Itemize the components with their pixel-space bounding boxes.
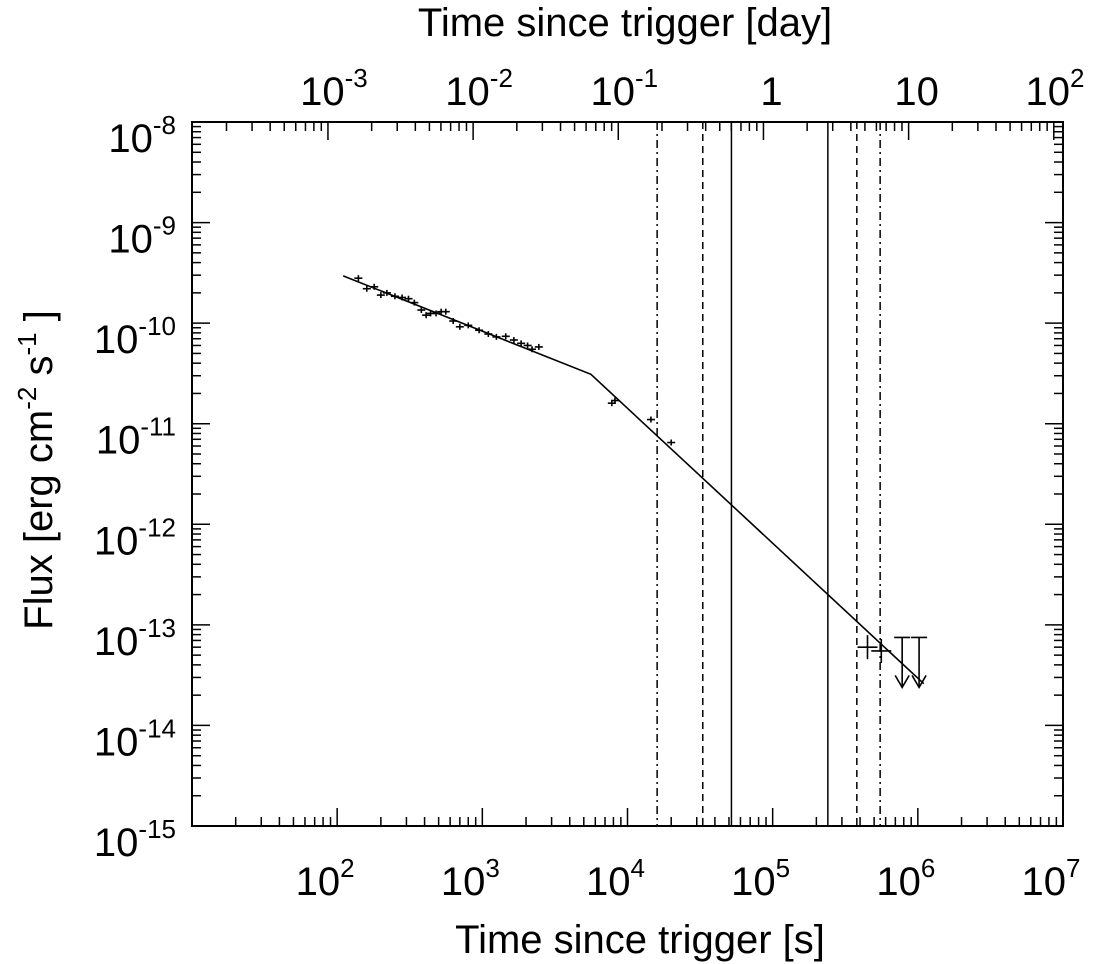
- y-tick-label: 10-8: [108, 110, 176, 161]
- x2-tick-label: 1: [760, 70, 782, 114]
- x-tick-label: 106: [876, 853, 935, 904]
- y-axis-title: Flux [erg cm-2 s-1 ]: [12, 310, 61, 630]
- x2-tick-label: 10: [894, 70, 939, 114]
- y-tick-label: 10-10: [94, 311, 176, 362]
- data-point: [432, 310, 441, 317]
- data-point: [417, 307, 426, 314]
- y-tick-label: 10-12: [94, 512, 176, 563]
- data-point: [354, 275, 363, 282]
- data-point: [362, 285, 371, 292]
- data-point: [534, 343, 543, 350]
- plot-frame: [191, 121, 1064, 827]
- y-tick-label: 10-11: [96, 412, 176, 463]
- y-tick-label: 10-14: [94, 713, 176, 764]
- data-point: [475, 327, 484, 334]
- x-axis-title: Time since trigger [s]: [455, 918, 825, 962]
- limit-arrowhead: [894, 675, 910, 690]
- data-point: [410, 299, 419, 306]
- data-point: [610, 397, 619, 404]
- data-points: [354, 275, 928, 690]
- upper-limit: [894, 636, 911, 690]
- data-point: [646, 416, 655, 423]
- x2-tick-labels: 10-3 10-2 10-1 1 10 102: [300, 63, 1084, 114]
- limit-arrowhead: [911, 675, 927, 690]
- x-tick-label: 107: [1022, 853, 1081, 904]
- data-point: [871, 638, 892, 663]
- axis-ticks: [191, 122, 1064, 827]
- data-point: [390, 293, 399, 300]
- model-curve: [342, 275, 925, 685]
- x2-axis-title: Time since trigger [day]: [418, 1, 832, 45]
- x-tick-label: 103: [441, 853, 500, 904]
- data-point: [492, 333, 501, 340]
- data-point: [455, 323, 464, 330]
- data-point: [509, 336, 518, 343]
- data-point: [422, 312, 431, 319]
- y-tick-labels: 10-8 10-9 10-10 10-11 10-12 10-13 10-14 10-15: [94, 110, 176, 865]
- data-point: [484, 330, 493, 337]
- upper-limit: [911, 636, 928, 690]
- x-tick-label: 104: [586, 853, 645, 904]
- y-tick-label: 10-9: [108, 211, 176, 262]
- data-point: [441, 308, 450, 315]
- x-tick-label: 105: [731, 853, 790, 904]
- data-point: [464, 322, 473, 329]
- data-point: [857, 635, 878, 660]
- x2-tick-label: 10-2: [445, 63, 513, 114]
- data-point: [667, 439, 676, 446]
- data-point: [376, 292, 385, 299]
- data-point: [398, 294, 407, 301]
- x2-tick-label: 102: [1026, 63, 1085, 114]
- x2-tick-label: 10-3: [300, 63, 368, 114]
- x-tick-label: 102: [296, 853, 355, 904]
- data-point: [501, 333, 510, 340]
- y-tick-label: 10-13: [94, 613, 176, 664]
- data-point: [382, 289, 391, 296]
- data-point: [517, 340, 526, 347]
- data-point: [370, 283, 379, 290]
- y-tick-label: 10-15: [94, 814, 176, 865]
- x-tick-labels: 102 103 104 105 106 107: [296, 853, 1081, 904]
- data-point: [528, 346, 537, 353]
- data-point: [523, 342, 532, 349]
- data-point: [404, 295, 413, 302]
- vertical-lines: [656, 122, 881, 826]
- data-point: [449, 318, 458, 325]
- x2-tick-label: 10-1: [590, 63, 658, 114]
- model-line: [342, 275, 925, 685]
